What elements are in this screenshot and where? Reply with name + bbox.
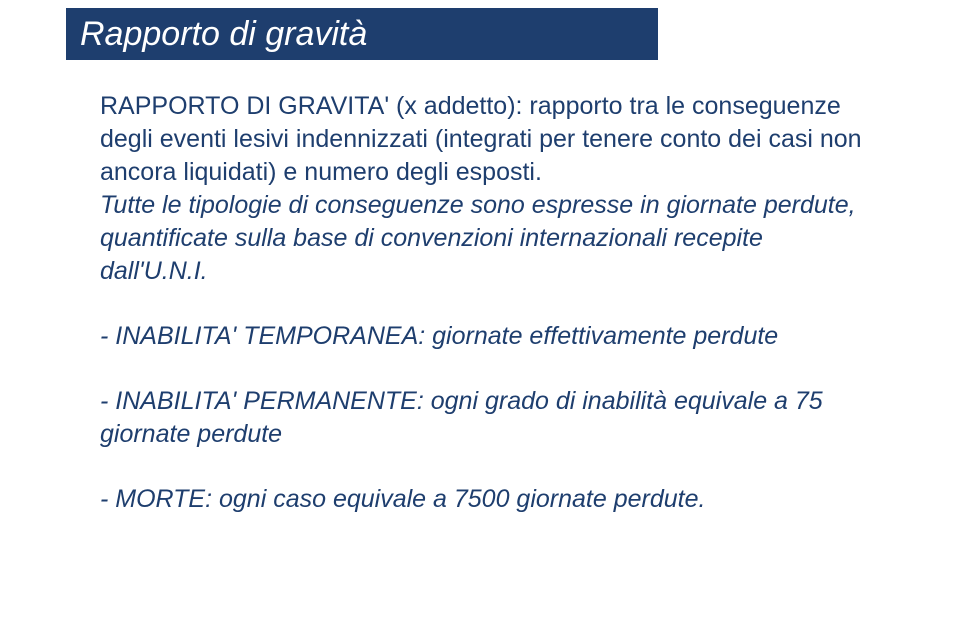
- paragraph-morte: - MORTE: ogni caso equivale a 7500 giorn…: [100, 483, 870, 516]
- paragraph-definition: RAPPORTO DI GRAVITA' (x addetto): rappor…: [100, 90, 870, 288]
- definition-text-2: Tutte le tipologie di conseguenze sono e…: [100, 191, 856, 285]
- title-bar: Rapporto di gravità: [66, 8, 658, 60]
- slide-title: Rapporto di gravità: [80, 15, 367, 54]
- paragraph-temp: - INABILITA' TEMPORANEA: giornate effett…: [100, 320, 870, 353]
- slide-content: RAPPORTO DI GRAVITA' (x addetto): rappor…: [100, 90, 870, 548]
- paragraph-perm: - INABILITA' PERMANENTE: ogni grado di i…: [100, 385, 870, 451]
- definition-text-1: RAPPORTO DI GRAVITA' (x addetto): rappor…: [100, 92, 862, 186]
- slide: Rapporto di gravità RAPPORTO DI GRAVITA'…: [0, 0, 960, 632]
